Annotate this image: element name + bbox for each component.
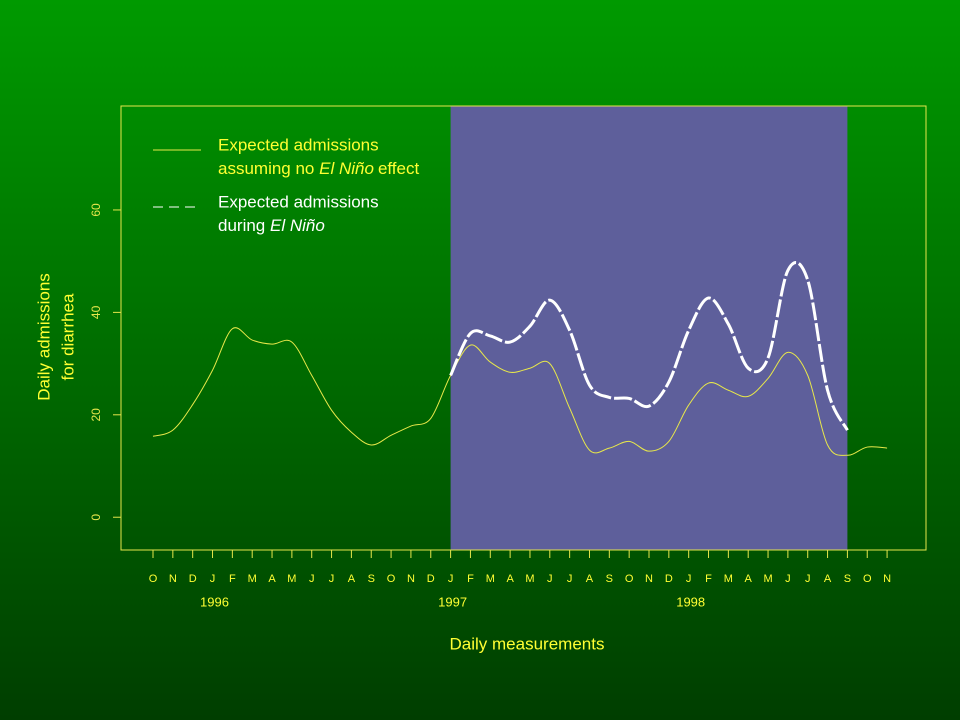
x-tick-label: O [625, 573, 634, 585]
legend-text: during El Niño [218, 216, 325, 235]
el-nino-period [450, 106, 848, 550]
legend-text: assuming no El Niño effect [218, 159, 419, 178]
x-tick-label: O [863, 573, 872, 585]
x-tick-label: F [705, 573, 712, 585]
plot-frame [120, 105, 927, 551]
x-tick-label: J [210, 573, 216, 585]
x-axis-label: Daily measurements [450, 634, 605, 653]
x-tick-label: J [448, 573, 454, 585]
x-tick-label: J [567, 573, 573, 585]
y-tick-label: 20 [89, 408, 103, 422]
x-tick-label: S [606, 573, 613, 585]
x-tick-label: A [506, 573, 514, 585]
x-tick-label: O [387, 573, 396, 585]
x-tick-label: J [547, 573, 553, 585]
x-tick-label: N [645, 573, 653, 585]
x-tick-label: A [268, 573, 276, 585]
x-tick-label: J [309, 573, 315, 585]
x-tick-label: N [883, 573, 891, 585]
y-tick-label: 40 [89, 305, 103, 319]
x-tick-label: A [348, 573, 356, 585]
legend-text-part: effect [378, 159, 420, 178]
y-tick-label: 60 [89, 203, 103, 217]
x-tick-label: A [586, 573, 594, 585]
x-tick-label: N [407, 573, 415, 585]
x-tick-label: M [248, 573, 257, 585]
x-tick-label: D [427, 573, 435, 585]
x-tick-label: M [724, 573, 733, 585]
year-label: 1998 [676, 594, 705, 609]
x-tick-label: M [763, 573, 772, 585]
x-tick-label: M [486, 573, 495, 585]
x-tick-label: J [785, 573, 791, 585]
x-tick-label: A [745, 573, 753, 585]
y-axis-label: for diarrhea [58, 293, 77, 380]
legend-text: Expected admissions [218, 135, 379, 154]
legend-text-part: during [218, 216, 270, 235]
x-tick-label: N [169, 573, 177, 585]
year-label: 1996 [200, 594, 229, 609]
y-axis-label: Daily admissions [34, 273, 53, 401]
legend-text-part: El Niño [270, 216, 325, 235]
x-tick-label: S [844, 573, 851, 585]
year-label: 1997 [438, 594, 467, 609]
y-tick-label: 0 [89, 514, 103, 521]
x-tick-label: A [824, 573, 832, 585]
x-tick-label: M [525, 573, 534, 585]
x-tick-label: J [686, 573, 692, 585]
x-tick-label: J [329, 573, 335, 585]
x-tick-label: D [189, 573, 197, 585]
series-line [152, 327, 888, 456]
series-line [449, 261, 849, 431]
x-tick-label: J [805, 573, 811, 585]
x-tick-label: O [149, 573, 158, 585]
legend-text-part: El Niño [319, 159, 374, 178]
x-tick-label: F [467, 573, 474, 585]
legend-text-part: assuming no [218, 159, 319, 178]
x-tick-label: M [287, 573, 296, 585]
legend-text: Expected admissions [218, 192, 379, 211]
x-tick-label: D [665, 573, 673, 585]
x-tick-label: F [229, 573, 236, 585]
x-tick-label: S [368, 573, 375, 585]
